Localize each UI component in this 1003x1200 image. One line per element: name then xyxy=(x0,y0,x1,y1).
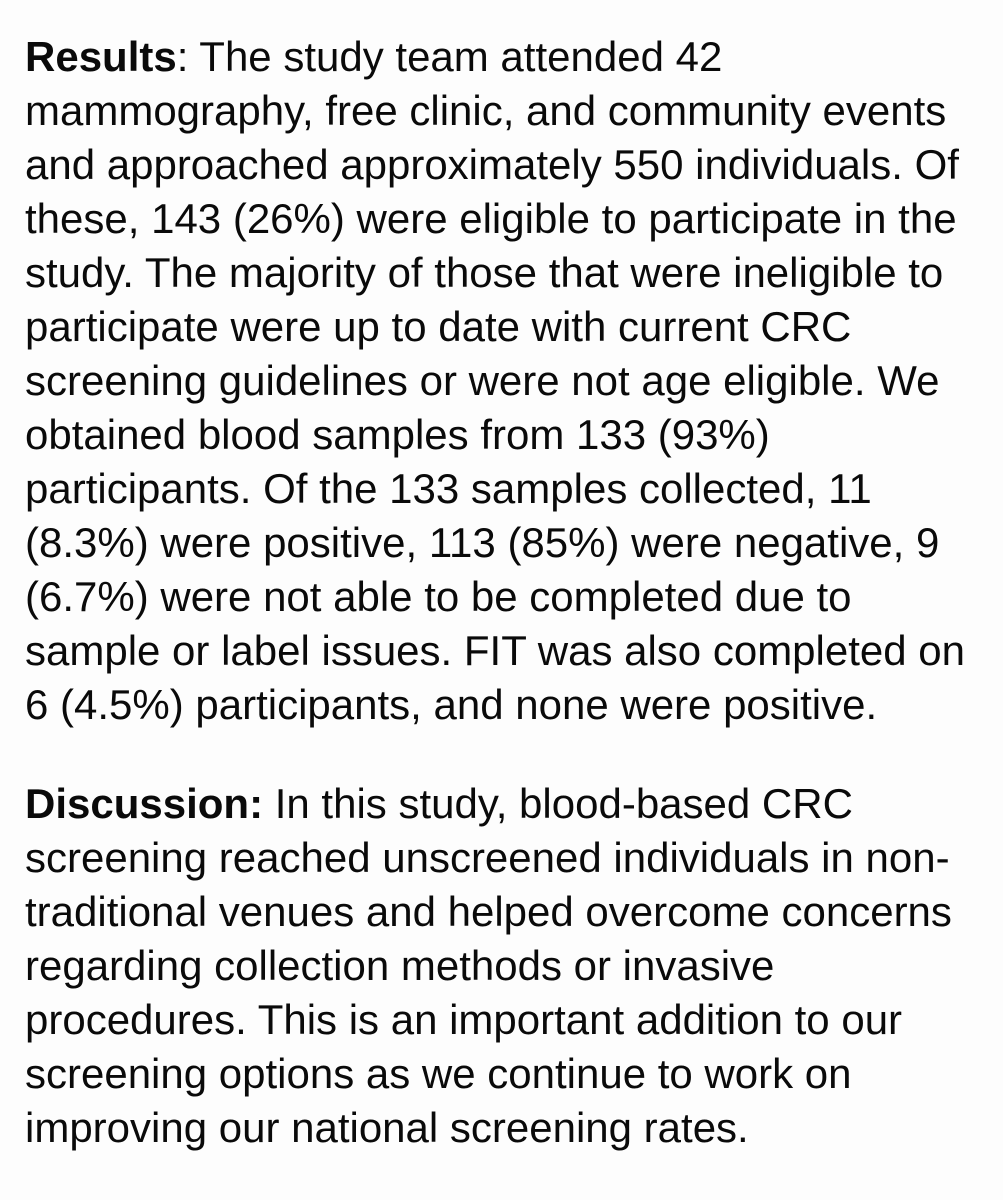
text-line: sample or label issues. FIT was also com… xyxy=(25,624,988,678)
text-line: and approached approximately 550 individ… xyxy=(25,138,988,192)
text-line-content: traditional venues and helped overcome c… xyxy=(25,888,952,935)
text-line: procedures. This is an important additio… xyxy=(25,993,988,1047)
text-line-content: sample or label issues. FIT was also com… xyxy=(25,627,965,674)
text-line-content: mammography, free clinic, and community … xyxy=(25,87,947,134)
results-section: Results: The study team attended 42 mamm… xyxy=(25,30,988,732)
text-line-content: and approached approximately 550 individ… xyxy=(25,141,959,188)
text-line: study. The majority of those that were i… xyxy=(25,246,988,300)
text-line: these, 143 (26%) were eligible to partic… xyxy=(25,192,988,246)
text-line-content: regarding collection methods or invasive xyxy=(25,942,775,989)
text-line: Results: The study team attended 42 xyxy=(25,30,988,84)
text-line: screening guidelines or were not age eli… xyxy=(25,354,988,408)
text-line-content: participate were up to date with current… xyxy=(25,303,852,350)
text-line-content: In this study, blood-based CRC xyxy=(263,780,853,827)
text-line-content: : The study team attended 42 xyxy=(176,33,723,80)
text-line-content: obtained blood samples from 133 (93%) xyxy=(25,411,770,458)
text-line-content: these, 143 (26%) were eligible to partic… xyxy=(25,195,957,242)
text-line: (6.7%) were not able to be completed due… xyxy=(25,570,988,624)
text-line-content: procedures. This is an important additio… xyxy=(25,996,903,1043)
text-line: 6 (4.5%) participants, and none were pos… xyxy=(25,678,988,732)
text-line: Discussion: In this study, blood-based C… xyxy=(25,777,988,831)
text-line-content: (6.7%) were not able to be completed due… xyxy=(25,573,852,620)
text-line-content: screening guidelines or were not age eli… xyxy=(25,357,940,404)
text-line-content: (8.3%) were positive, 113 (85%) were neg… xyxy=(25,519,940,566)
text-line: participants. Of the 133 samples collect… xyxy=(25,462,988,516)
text-line-content: participants. Of the 133 samples collect… xyxy=(25,465,872,512)
text-line: traditional venues and helped overcome c… xyxy=(25,885,988,939)
results-heading: Results xyxy=(25,33,177,80)
text-line-content: study. The majority of those that were i… xyxy=(25,249,944,296)
text-line: participate were up to date with current… xyxy=(25,300,988,354)
text-line: improving our national screening rates. xyxy=(25,1101,988,1155)
text-line: (8.3%) were positive, 113 (85%) were neg… xyxy=(25,516,988,570)
discussion-heading: Discussion: xyxy=(25,780,264,827)
text-line: screening reached unscreened individuals… xyxy=(25,831,988,885)
text-line: mammography, free clinic, and community … xyxy=(25,84,988,138)
text-line: regarding collection methods or invasive xyxy=(25,939,988,993)
text-line-content: screening options as we continue to work… xyxy=(25,1050,852,1097)
text-line-content: 6 (4.5%) participants, and none were pos… xyxy=(25,681,878,728)
discussion-section: Discussion: In this study, blood-based C… xyxy=(25,777,988,1155)
text-line-content: screening reached unscreened individuals… xyxy=(25,834,950,881)
text-line: obtained blood samples from 133 (93%) xyxy=(25,408,988,462)
text-line: screening options as we continue to work… xyxy=(25,1047,988,1101)
text-line-content: improving our national screening rates. xyxy=(25,1104,749,1151)
